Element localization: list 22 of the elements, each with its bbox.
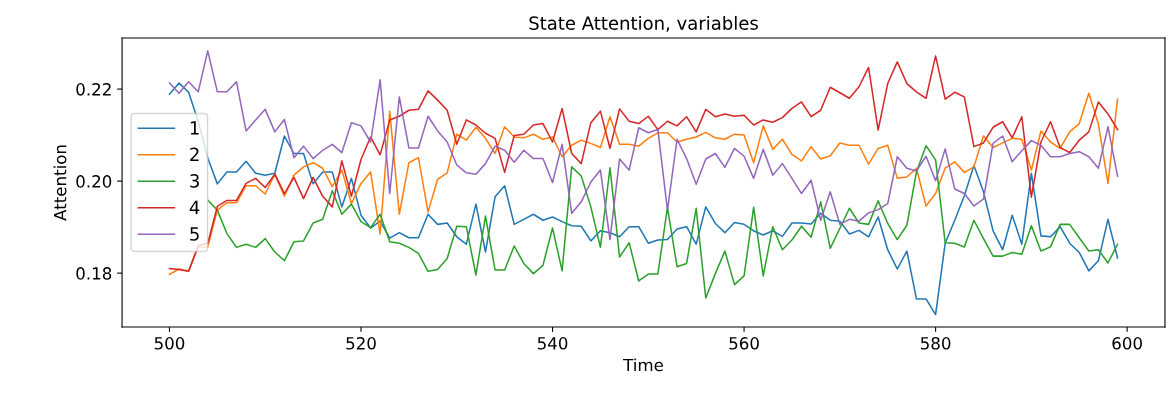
- y-axis-title: Attention: [53, 145, 67, 221]
- legend-label: 1: [190, 121, 199, 135]
- chart-title: State Attention, variables: [529, 15, 758, 32]
- y-tick-label: 0.22: [76, 83, 111, 96]
- legend-label: 4: [189, 200, 200, 214]
- y-tick-label: 0.18: [76, 267, 112, 280]
- x-tick-label: 520: [346, 337, 376, 350]
- x-tick-label: 500: [154, 337, 185, 350]
- x-tick-label: 580: [920, 337, 951, 350]
- legend-label: 2: [190, 147, 199, 161]
- legend-label: 5: [190, 227, 199, 241]
- line-series: [207, 144, 1119, 299]
- x-axis-title: Time: [623, 358, 664, 372]
- y-tick-label: 0.20: [76, 175, 112, 188]
- line-series: [168, 50, 1119, 241]
- x-tick-label: 540: [537, 337, 568, 350]
- line-series: [168, 55, 1119, 273]
- x-tick-label: 560: [729, 337, 759, 350]
- x-tick-label: 600: [1112, 337, 1142, 350]
- line-series: [168, 82, 1119, 316]
- line-series: [168, 92, 1119, 276]
- legend-label: 3: [190, 174, 199, 188]
